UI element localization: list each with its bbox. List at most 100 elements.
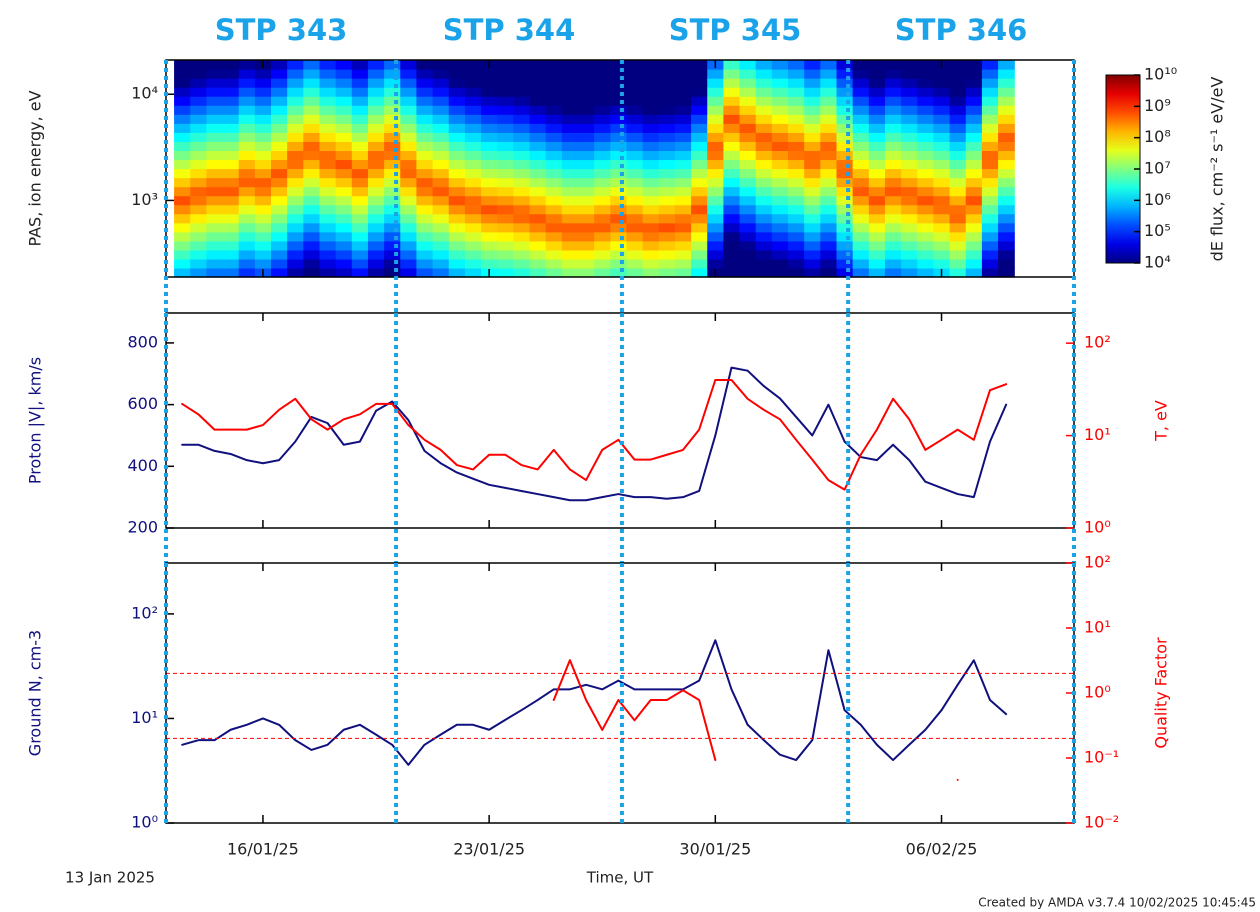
spectrogram-cell bbox=[400, 141, 418, 152]
spectrogram-cell bbox=[367, 177, 385, 188]
spectrogram-cell bbox=[222, 186, 240, 197]
spectrogram-cell bbox=[658, 114, 676, 124]
spectrogram-cell bbox=[594, 267, 611, 278]
spectrogram-cell bbox=[933, 186, 951, 197]
spectrogram-cell bbox=[287, 168, 304, 179]
spectrogram-cell bbox=[658, 186, 676, 197]
spectrogram-cell bbox=[513, 240, 531, 251]
spectrogram-cell bbox=[367, 96, 385, 106]
spectrogram-cell bbox=[561, 141, 579, 152]
spectrogram-cell bbox=[561, 249, 579, 260]
spectrogram-cell bbox=[868, 141, 886, 152]
spectrogram-cell bbox=[901, 87, 918, 97]
spectrogram-cell bbox=[319, 168, 337, 179]
spectrogram-cell bbox=[836, 195, 854, 206]
spectrogram-cell bbox=[190, 258, 207, 269]
spectrogram-cell bbox=[206, 105, 224, 115]
spectrogram-cell bbox=[836, 132, 854, 142]
spectrogram-cell bbox=[723, 204, 741, 215]
spectrogram-cell bbox=[190, 141, 207, 152]
spectrogram-cell bbox=[432, 150, 450, 161]
x-tick-label: 30/01/25 bbox=[679, 840, 751, 859]
spectrogram-cell bbox=[691, 204, 708, 215]
spectrogram-cell bbox=[852, 141, 870, 152]
spectrogram-cell bbox=[400, 240, 418, 251]
spectrogram-cell bbox=[836, 87, 854, 97]
spectrogram-cell bbox=[949, 114, 967, 124]
spectrogram-cell bbox=[674, 258, 692, 269]
spectrogram-cell bbox=[561, 213, 579, 224]
spectrogram-cell bbox=[271, 60, 288, 70]
spectrogram-cell bbox=[804, 249, 821, 260]
spectrogram-cell bbox=[626, 105, 644, 115]
spectrogram-cell bbox=[788, 186, 805, 197]
spectrogram-cell bbox=[691, 141, 708, 152]
spectrogram-cell bbox=[448, 141, 466, 152]
spectrogram-cell bbox=[610, 195, 628, 206]
spectrogram-cell bbox=[497, 240, 514, 251]
spectrogram-cell bbox=[868, 258, 886, 269]
spectrogram-cell bbox=[771, 195, 789, 206]
spectrogram-cell bbox=[594, 123, 611, 133]
spectrogram-cell bbox=[206, 231, 224, 242]
spectrogram-cell bbox=[481, 123, 498, 133]
spectrogram-cell bbox=[917, 69, 935, 79]
spectrogram-cell bbox=[868, 177, 886, 188]
spectrogram-cell bbox=[206, 69, 224, 79]
spectrogram-cell bbox=[319, 96, 337, 106]
spectrogram-cell bbox=[691, 96, 708, 106]
spectrogram-cell bbox=[577, 123, 595, 133]
spectrogram-cell bbox=[998, 177, 1015, 188]
spectrogram-cell bbox=[707, 213, 725, 224]
spectrogram-cell bbox=[448, 258, 466, 269]
spectrogram-cell bbox=[981, 96, 999, 106]
spectrogram-cell bbox=[481, 141, 498, 152]
spectrogram-cell bbox=[577, 87, 595, 97]
spectrogram-cell bbox=[707, 195, 725, 206]
spectrogram-cell bbox=[254, 69, 272, 79]
spectrogram-cell bbox=[723, 213, 741, 224]
spectrogram-cell bbox=[367, 213, 385, 224]
spectrogram-cell bbox=[917, 87, 935, 97]
spectrogram-cell bbox=[868, 159, 886, 170]
spectrogram-cell bbox=[335, 132, 353, 142]
spectrogram-cell bbox=[238, 177, 256, 188]
spectrogram-cell bbox=[852, 249, 870, 260]
spectrogram-cell bbox=[303, 87, 321, 97]
spectrogram-cell bbox=[998, 186, 1015, 197]
spectrogram-cell bbox=[707, 87, 725, 97]
spectrogram-cell bbox=[174, 69, 191, 79]
spectrogram-cell bbox=[513, 267, 531, 278]
spectrogram-cell bbox=[674, 159, 692, 170]
spectrogram-cell bbox=[335, 69, 353, 79]
spectrogram-cell bbox=[594, 141, 611, 152]
spectrogram-cell bbox=[254, 159, 272, 170]
spectrogram-cell bbox=[529, 258, 547, 269]
spectrogram-cell bbox=[755, 105, 773, 115]
spectrogram-cell bbox=[884, 78, 902, 88]
spectrogram-cell bbox=[190, 231, 207, 242]
spectrogram-cell bbox=[481, 87, 498, 97]
spectrogram-cell bbox=[852, 222, 870, 233]
spectrogram-cell bbox=[400, 267, 418, 278]
spectrogram-cell bbox=[367, 240, 385, 251]
spectrogram-cell bbox=[739, 213, 757, 224]
spectrogram-cell bbox=[319, 78, 337, 88]
spectrogram-cell bbox=[335, 195, 353, 206]
spectrogram-cell bbox=[190, 267, 207, 278]
spectrogram-cell bbox=[190, 240, 207, 251]
spectrogram-cell bbox=[271, 231, 288, 242]
spectrogram-cell bbox=[642, 186, 660, 197]
spectrogram-cell bbox=[917, 114, 935, 124]
spectrogram-cell bbox=[545, 204, 563, 215]
spectrogram-cell bbox=[416, 168, 434, 179]
spectrogram-cell bbox=[287, 222, 304, 233]
spectrogram-cell bbox=[642, 204, 660, 215]
spectrogram-cell bbox=[610, 186, 628, 197]
spectrogram-cell bbox=[448, 204, 466, 215]
spectrogram-cell bbox=[271, 213, 288, 224]
spectrogram-cell bbox=[303, 267, 321, 278]
spectrogram-cell bbox=[303, 258, 321, 269]
spectrogram-cell bbox=[545, 87, 563, 97]
spectrogram-cell bbox=[432, 249, 450, 260]
